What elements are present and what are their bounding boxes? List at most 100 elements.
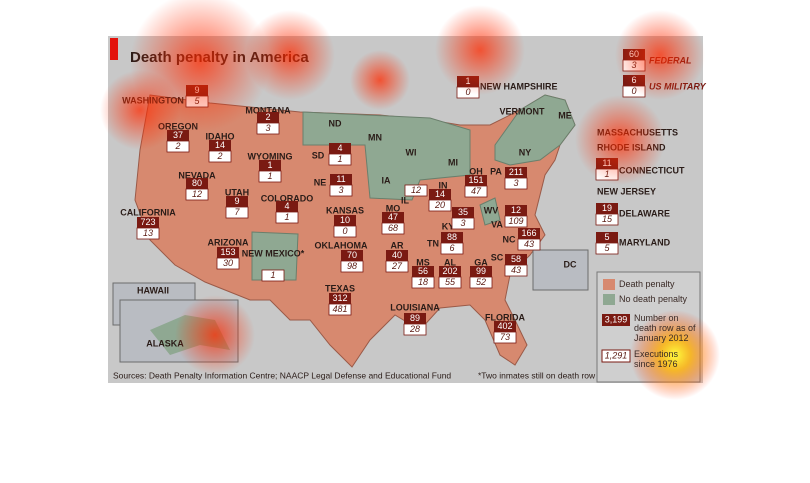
executions-box <box>381 222 405 235</box>
state-label: WI <box>406 147 417 157</box>
death-row-count: 402 <box>497 321 512 331</box>
state-label: DELAWARE <box>619 208 670 218</box>
state-label: NE <box>314 177 327 187</box>
executions-count: 481 <box>332 304 347 314</box>
death-row-box <box>209 140 231 151</box>
executions-box <box>216 257 240 270</box>
death-row-box <box>518 228 540 239</box>
state-label: US MILITARY <box>649 81 707 91</box>
executions-count: 1 <box>337 154 342 164</box>
dc-inset <box>532 249 589 291</box>
state-label: FEDERAL <box>649 55 692 65</box>
state-label: SC <box>491 252 504 262</box>
death-row-box <box>452 207 474 218</box>
executions-box <box>504 264 528 277</box>
death-row-box <box>382 212 404 223</box>
executions-count: 43 <box>524 239 534 249</box>
legend-label: No death penalty <box>619 294 688 304</box>
death-row-count: 4 <box>337 143 342 153</box>
executions-box <box>440 242 464 255</box>
executions-box <box>464 185 488 198</box>
executions-count: 1 <box>267 171 272 181</box>
death-row-count: 60 <box>629 49 639 59</box>
executions-box <box>504 215 528 228</box>
executions-box <box>340 260 364 273</box>
death-row-count: 723 <box>140 217 155 227</box>
state-label: OKLAHOMA <box>315 240 368 250</box>
state-label: NY <box>519 147 532 157</box>
death-row-box <box>470 266 492 277</box>
state-label: ARIZONA <box>208 237 249 247</box>
legend-sample-box <box>602 314 630 326</box>
executions-box <box>258 170 282 183</box>
death-row-count: 166 <box>521 228 536 238</box>
executions-box <box>225 206 249 219</box>
title: Death penalty in America <box>130 49 309 66</box>
state-label: AR <box>391 240 404 250</box>
death-row-box <box>186 178 208 189</box>
state-label: GA <box>474 257 488 267</box>
executions-count: 47 <box>471 186 482 196</box>
death-row-box <box>596 232 618 243</box>
executions-box <box>333 225 357 238</box>
state-label: IN <box>439 180 448 190</box>
death-row-count: 153 <box>220 247 235 257</box>
executions-count: 0 <box>342 226 347 236</box>
executions-box <box>275 211 299 224</box>
death-row-box <box>494 321 516 332</box>
legend-sample: 3,199 <box>605 314 628 324</box>
death-row-count: 11 <box>336 174 345 184</box>
state-label: NEW JERSEY <box>597 186 656 196</box>
executions-count: 68 <box>388 223 398 233</box>
death-row-count: 1 <box>465 76 470 86</box>
death-row-count: 88 <box>447 232 457 242</box>
state-label: CALIFORNIA <box>120 207 176 217</box>
state-label: TEXAS <box>325 283 355 293</box>
executions-box <box>517 238 541 251</box>
death-row-count: 9 <box>194 85 199 95</box>
executions-count: 0 <box>465 87 470 97</box>
death-row-count: 40 <box>392 250 402 260</box>
death-row-box <box>412 266 434 277</box>
executions-count: 3 <box>265 123 270 133</box>
death-row-box <box>334 215 356 226</box>
death-row-count: 6 <box>631 75 636 85</box>
state-label: MN <box>368 132 382 142</box>
executions-count: 98 <box>347 261 357 271</box>
death-row-box <box>329 293 351 304</box>
executions-count: 7 <box>234 207 240 217</box>
death-row-box <box>217 247 239 258</box>
executions-count: 1 <box>284 212 289 222</box>
state-label: HAWAII <box>137 285 169 295</box>
state-label: KY <box>442 221 455 231</box>
executions-count: 20 <box>434 200 445 210</box>
state-label: IL <box>401 195 410 205</box>
legend-swatch <box>603 279 615 290</box>
death-row-count: 5 <box>604 232 609 242</box>
executions-count: 55 <box>445 277 456 287</box>
state-label: NEVADA <box>178 170 216 180</box>
executions-count: 12 <box>192 189 202 199</box>
executions-count: 12 <box>411 185 421 195</box>
executions-box <box>451 217 475 230</box>
death-row-box <box>137 217 159 228</box>
state-label: IDAHO <box>206 131 235 141</box>
executions-count: 73 <box>500 332 510 342</box>
executions-box <box>411 276 435 289</box>
state-label: COLORADO <box>261 193 314 203</box>
executions-box <box>403 323 427 336</box>
executions-count: 28 <box>409 324 420 334</box>
executions-count: 3 <box>460 218 465 228</box>
death-row-box <box>226 196 248 207</box>
death-row-box <box>276 201 298 212</box>
executions-box <box>261 269 285 282</box>
legend-label: Number on death row as of January 2012 <box>634 313 696 343</box>
executions-count: 109 <box>508 216 523 226</box>
wv-region <box>479 197 501 226</box>
executions-count: 18 <box>418 277 428 287</box>
death-row-count: 35 <box>458 207 468 217</box>
legend-swatch <box>603 294 615 305</box>
death-row-count: 58 <box>511 254 521 264</box>
state-label: MI <box>448 157 458 167</box>
death-row-box <box>505 254 527 265</box>
